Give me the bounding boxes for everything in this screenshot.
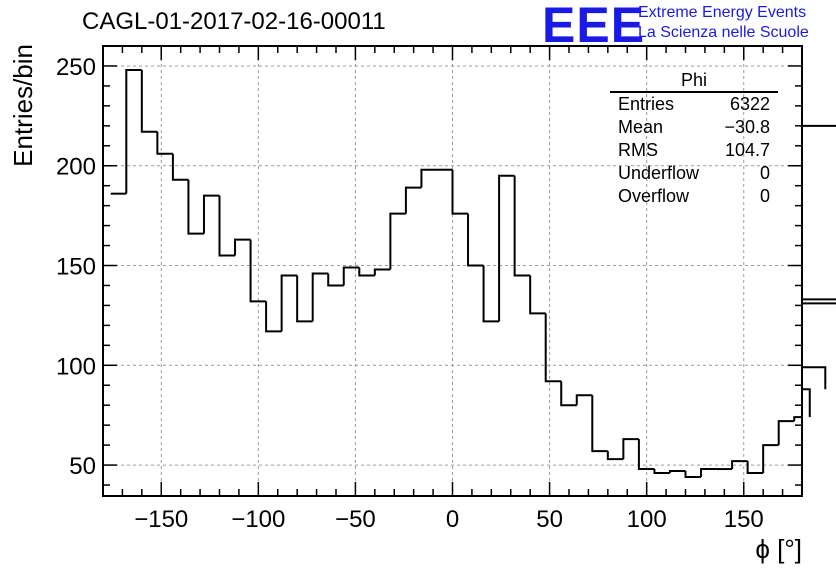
histogram-bin [140, 69, 158, 133]
eee-logo: EEE [542, 0, 646, 53]
stats-row-mean: Mean −30.8 [610, 116, 778, 139]
x-tick-label: −100 [231, 506, 285, 533]
histogram-bin [234, 238, 251, 256]
histogram-bin [249, 239, 267, 303]
grid-lines [103, 46, 802, 496]
histogram-bin [777, 420, 795, 446]
histogram-bin [358, 267, 375, 277]
histogram-bin [342, 266, 360, 286]
histogram-bin [482, 265, 500, 323]
x-tick-label: 0 [446, 506, 459, 533]
x-tick-label: 150 [724, 506, 764, 533]
histogram-bin [404, 186, 422, 214]
histogram-bin [746, 461, 764, 475]
y-tick-label: 200 [56, 154, 96, 181]
histogram-bin [544, 313, 562, 383]
histogram-bin [389, 212, 406, 270]
stats-box: Phi Entries 6322 Mean −30.8 RMS 104.7 Un… [610, 70, 778, 208]
stats-label: Overflow [618, 186, 690, 206]
y-tick-label: 150 [56, 254, 96, 281]
histogram-bin [327, 273, 344, 287]
histogram-bin [451, 169, 469, 215]
histogram-bin [802, 298, 836, 301]
histogram-bin [575, 394, 593, 406]
y-tick-label: 250 [56, 54, 96, 81]
histogram-bin [156, 131, 173, 155]
histogram-bin [467, 213, 484, 267]
histogram-bin [560, 381, 577, 407]
stats-title: Phi [610, 70, 778, 93]
stats-label: Entries [618, 94, 675, 114]
histogram-bin [802, 388, 811, 418]
stats-value: −30.8 [724, 117, 770, 137]
histogram-bin [606, 451, 624, 461]
histogram-bin [265, 301, 282, 333]
stats-label: RMS [618, 140, 658, 160]
histogram-bin [637, 439, 655, 471]
histogram-bin [218, 195, 236, 257]
histogram-bin [793, 416, 802, 422]
histogram-bin [668, 470, 686, 474]
stats-row-underflow: Underflow 0 [610, 162, 778, 185]
stats-value: 0 [759, 186, 770, 206]
stats-row-rms: RMS 104.7 [610, 139, 778, 162]
logo-line-2: La Scienza nelle Scuole [638, 24, 809, 41]
y-tick-label: 100 [56, 353, 96, 380]
histogram-bin [280, 274, 298, 332]
stats-row-overflow: Overflow 0 [610, 185, 778, 208]
stats-label: Underflow [618, 163, 700, 183]
histogram-bin [700, 468, 717, 478]
x-tick-label: 50 [536, 506, 563, 533]
histogram-bin [420, 168, 437, 188]
y-tick-label: 50 [69, 453, 96, 480]
histogram-bin [311, 272, 329, 322]
histogram-bin [187, 179, 204, 235]
histogram-bin [171, 153, 189, 181]
histogram-bin [802, 302, 836, 305]
x-tick-label: −150 [134, 506, 188, 533]
histogram-bin [125, 68, 142, 194]
chart-title: CAGL-01-2017-02-16-00011 [82, 8, 386, 35]
axes: −150 −100 −50 0 50 100 150 50 100 150 200 250 ϕ [°] E… [8, 44, 803, 564]
histogram-bin [498, 174, 515, 322]
histogram-bin [529, 275, 546, 315]
histogram-bin [802, 366, 827, 390]
histogram-bin [622, 438, 639, 460]
logo-line-1: Extreme Energy Events [638, 4, 807, 21]
histogram-bin [591, 395, 608, 453]
histogram-bars [110, 68, 836, 479]
x-tick-label: 100 [627, 506, 667, 533]
stats-value: 6322 [729, 94, 770, 114]
histogram-bin [731, 460, 748, 470]
histogram-bin [653, 469, 670, 475]
stats-row-entries: Entries 6322 [610, 93, 778, 116]
stats-label: Mean [618, 117, 664, 137]
histogram-bin [202, 194, 220, 234]
y-axis-label: Entries/bin [8, 44, 38, 167]
histogram-bin [802, 124, 836, 127]
histogram-bin [762, 444, 779, 474]
histogram-bin [373, 268, 391, 276]
histogram-bin [684, 471, 702, 479]
stats-value: 104.7 [724, 140, 770, 160]
histogram-bin [513, 175, 531, 277]
x-axis-label: ϕ [°] [755, 534, 802, 564]
histogram-bin [296, 275, 313, 323]
stats-value: 0 [759, 163, 770, 183]
x-tick-label: −50 [335, 506, 376, 533]
